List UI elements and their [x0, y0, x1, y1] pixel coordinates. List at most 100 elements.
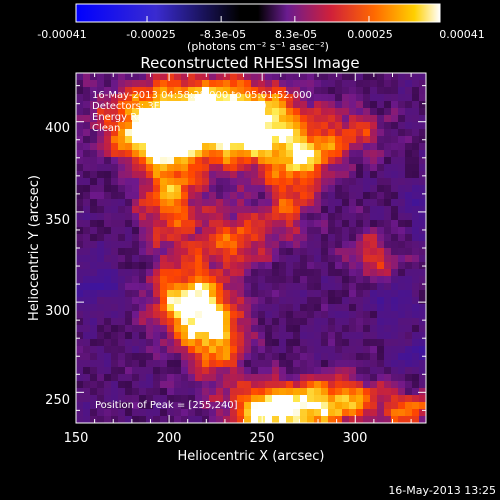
heatmap-cell: [188, 80, 196, 88]
heatmap-cell: [188, 388, 196, 396]
heatmap-cell: [405, 346, 413, 354]
heatmap-cell: [195, 129, 203, 137]
heatmap-cell: [160, 381, 168, 389]
heatmap-cell: [272, 129, 280, 137]
heatmap-cell: [384, 339, 392, 347]
heatmap-cell: [384, 101, 392, 109]
heatmap-cell: [342, 122, 350, 130]
heatmap-cell: [286, 150, 294, 158]
heatmap-cell: [349, 304, 357, 312]
heatmap-cell: [356, 304, 364, 312]
heatmap-cell: [265, 360, 273, 368]
heatmap-cell: [76, 388, 84, 396]
heatmap-cell: [251, 164, 259, 172]
heatmap-cell: [286, 171, 294, 179]
heatmap-cell: [342, 360, 350, 368]
heatmap-cell: [139, 171, 147, 179]
heatmap-cell: [223, 374, 231, 382]
heatmap-cell: [251, 374, 259, 382]
heatmap-cell: [223, 101, 231, 109]
heatmap-cell: [97, 164, 105, 172]
heatmap-cell: [286, 381, 294, 389]
heatmap-cell: [286, 304, 294, 312]
heatmap-cell: [300, 346, 308, 354]
heatmap-cell: [181, 290, 189, 298]
heatmap-cell: [307, 143, 315, 151]
heatmap-cell: [307, 304, 315, 312]
heatmap-cell: [195, 185, 203, 193]
heatmap-cell: [300, 367, 308, 375]
heatmap-cell: [314, 374, 322, 382]
heatmap-cell: [314, 304, 322, 312]
heatmap-cell: [412, 94, 420, 102]
heatmap-cell: [370, 353, 378, 361]
heatmap-cell: [300, 192, 308, 200]
heatmap-cell: [104, 80, 112, 88]
heatmap-cell: [118, 241, 126, 249]
heatmap-cell: [314, 276, 322, 284]
heatmap-cell: [76, 129, 84, 137]
heatmap-cell: [405, 157, 413, 165]
heatmap-cell: [132, 178, 140, 186]
heatmap-cell: [405, 241, 413, 249]
heatmap-cell: [335, 325, 343, 333]
heatmap-cell: [419, 206, 426, 214]
heatmap-cell: [300, 94, 308, 102]
heatmap-cell: [335, 206, 343, 214]
heatmap-cell: [293, 143, 301, 151]
x-tick-label: 150: [64, 431, 89, 446]
heatmap-cell: [216, 122, 224, 130]
heatmap-cell: [328, 87, 336, 95]
heatmap-cell: [279, 213, 287, 221]
heatmap-cell: [419, 248, 426, 256]
heatmap-cell: [90, 339, 98, 347]
heatmap-cell: [258, 80, 266, 88]
colorbar-tick-label: -0.00041: [37, 28, 86, 41]
heatmap-cell: [83, 360, 91, 368]
heatmap-cell: [230, 115, 238, 123]
heatmap-cell: [223, 143, 231, 151]
heatmap-cell: [244, 129, 252, 137]
heatmap-cell: [160, 143, 168, 151]
heatmap-cell: [153, 311, 161, 319]
heatmap-cell: [342, 150, 350, 158]
heatmap-cell: [174, 164, 182, 172]
heatmap-cell: [83, 304, 91, 312]
heatmap-cell: [146, 402, 154, 410]
heatmap-cell: [237, 353, 245, 361]
heatmap-cell: [216, 402, 224, 410]
heatmap-cell: [356, 220, 364, 228]
heatmap-cell: [377, 136, 385, 144]
heatmap-cell: [118, 360, 126, 368]
heatmap-cell: [188, 269, 196, 277]
heatmap-cell: [342, 325, 350, 333]
heatmap-cell: [139, 339, 147, 347]
heatmap-cell: [244, 122, 252, 130]
heatmap-cell: [321, 136, 329, 144]
heatmap-cell: [363, 346, 371, 354]
heatmap-cell: [272, 171, 280, 179]
heatmap-cell: [111, 150, 119, 158]
heatmap-cell: [125, 290, 133, 298]
heatmap-cell: [202, 108, 210, 116]
heatmap-cell: [181, 213, 189, 221]
heatmap-cell: [223, 178, 231, 186]
heatmap-cell: [146, 171, 154, 179]
heatmap-cell: [118, 94, 126, 102]
heatmap-cell: [76, 206, 84, 214]
heatmap-cell: [300, 311, 308, 319]
heatmap-cell: [132, 269, 140, 277]
heatmap-cell: [258, 395, 266, 403]
heatmap-cell: [335, 122, 343, 130]
heatmap-cell: [244, 255, 252, 263]
heatmap-cell: [405, 171, 413, 179]
heatmap-cell: [181, 129, 189, 137]
heatmap-cell: [111, 374, 119, 382]
heatmap-cell: [188, 129, 196, 137]
heatmap-cell: [377, 122, 385, 130]
heatmap-cell: [335, 374, 343, 382]
heatmap-cell: [251, 318, 259, 326]
heatmap-cell: [419, 360, 426, 368]
heatmap-cell: [237, 395, 245, 403]
heatmap-cell: [384, 227, 392, 235]
